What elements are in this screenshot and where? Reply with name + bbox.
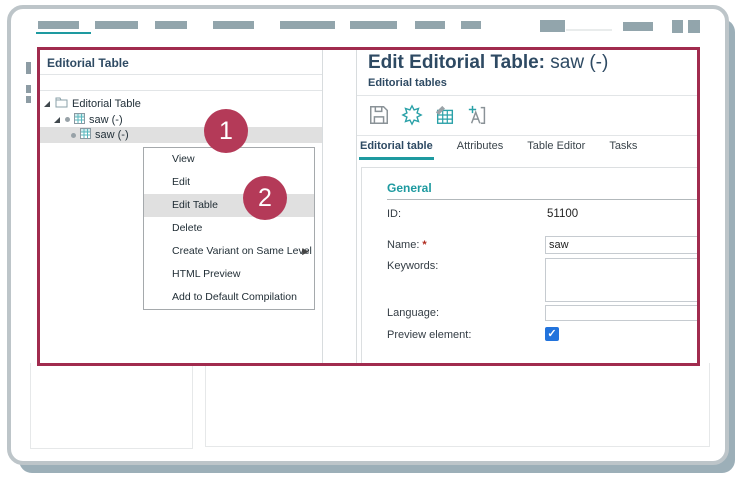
menu-item-edit-table[interactable]: Edit Table [144,194,314,217]
tab-editorial-table[interactable]: Editorial table [359,140,434,160]
language-label: Language: [387,307,439,319]
context-menu: View Edit Edit Table Delete Create Varia… [143,147,315,310]
breadcrumb: Editorial tables [368,77,447,89]
clipped-toolbar-stub [26,96,31,103]
submenu-arrow-icon: ▶ [302,246,309,256]
expand-triangle-icon[interactable] [43,100,51,108]
section-title: General [387,181,432,195]
folder-icon [55,97,68,111]
menu-placeholder[interactable] [350,21,397,29]
divider [357,95,698,96]
tab-tasks[interactable]: Tasks [609,140,638,152]
required-asterisk: * [422,239,427,251]
keywords-label: Keywords: [387,260,439,272]
menu-item-add-to-default-compilation[interactable]: Add to Default Compilation [172,291,297,303]
menu-item-label: Create Variant on Same Level [172,245,312,257]
menu-placeholder[interactable] [672,20,683,33]
menu-item-edit[interactable]: Edit [172,176,191,188]
step-badge-2: 2 [243,176,287,220]
lower-left-panel [30,363,193,449]
tree-item-label: saw (-) [89,113,123,126]
menu-placeholder[interactable] [38,21,79,29]
divider [40,74,322,75]
bullet-icon [71,132,76,138]
name-field[interactable] [545,236,698,254]
table-icon [74,112,85,127]
tree-item-saw-parent[interactable]: saw (-) [40,112,322,127]
menu-item-html-preview[interactable]: HTML Preview [172,268,241,280]
editor-toolbar [367,103,489,126]
step-badge-1: 1 [204,109,248,153]
tree-item-saw-selected[interactable]: saw (-) [40,127,322,143]
menu-item-view[interactable]: View [172,153,195,165]
lower-right-panel [205,363,710,447]
tree-item-label: Editorial Table [72,97,141,110]
bullet-icon [65,117,70,122]
tree-panel-title: Editorial Table [47,56,129,70]
preview-element-checkbox[interactable]: ✓ [545,327,559,341]
save-icon[interactable] [367,103,390,126]
page-title-object: saw (-) [545,52,609,73]
divider [40,90,322,91]
active-menu-underline [36,32,91,34]
section-divider [387,199,698,200]
language-field[interactable] [545,305,698,321]
menu-placeholder[interactable] [461,21,481,29]
menu-placeholder[interactable] [155,21,187,29]
keywords-field[interactable] [545,258,698,302]
menu-placeholder[interactable] [688,20,700,33]
tab-table-editor[interactable]: Table Editor [527,140,586,152]
clipped-toolbar-stub [26,85,31,93]
menu-placeholder[interactable] [280,21,335,29]
menu-item-create-variant[interactable]: Create Variant on Same Level ▶ [144,240,314,263]
id-label: ID: [387,208,402,220]
editor-tabs: Editorial table Attributes Table Editor … [359,140,638,160]
menu-item-delete[interactable]: Delete [172,222,203,234]
menu-placeholder[interactable] [540,20,565,32]
menu-placeholder[interactable] [415,21,445,29]
add-image-label-icon[interactable] [466,103,489,126]
expand-triangle-icon[interactable] [53,116,61,124]
tree-item-editorial-table[interactable]: Editorial Table [40,96,322,111]
table-icon [80,128,91,142]
page-title: Edit Editorial Table: saw (-) [368,52,608,74]
editor-panel: Edit Editorial Table: saw (-) Editorial … [356,50,698,363]
name-label: Name: * [387,239,427,251]
star-burst-icon[interactable] [400,103,423,126]
page-title-bold: Edit Editorial Table: [368,52,545,73]
edit-table-icon[interactable] [433,103,456,126]
divider [566,29,612,31]
id-value: 51100 [547,208,579,220]
menu-placeholder[interactable] [95,21,138,29]
menu-placeholder[interactable] [213,21,254,29]
menu-placeholder[interactable] [623,22,653,31]
divider [357,135,698,136]
preview-element-label: Preview element: [387,329,472,341]
name-label-text: Name: [387,239,420,251]
tab-attributes[interactable]: Attributes [456,140,504,152]
tree-item-label: saw (-) [95,129,129,141]
form-container: General ID: 51100 Name:* Keywords: Langu… [361,167,698,363]
clipped-toolbar-stub [26,62,31,74]
